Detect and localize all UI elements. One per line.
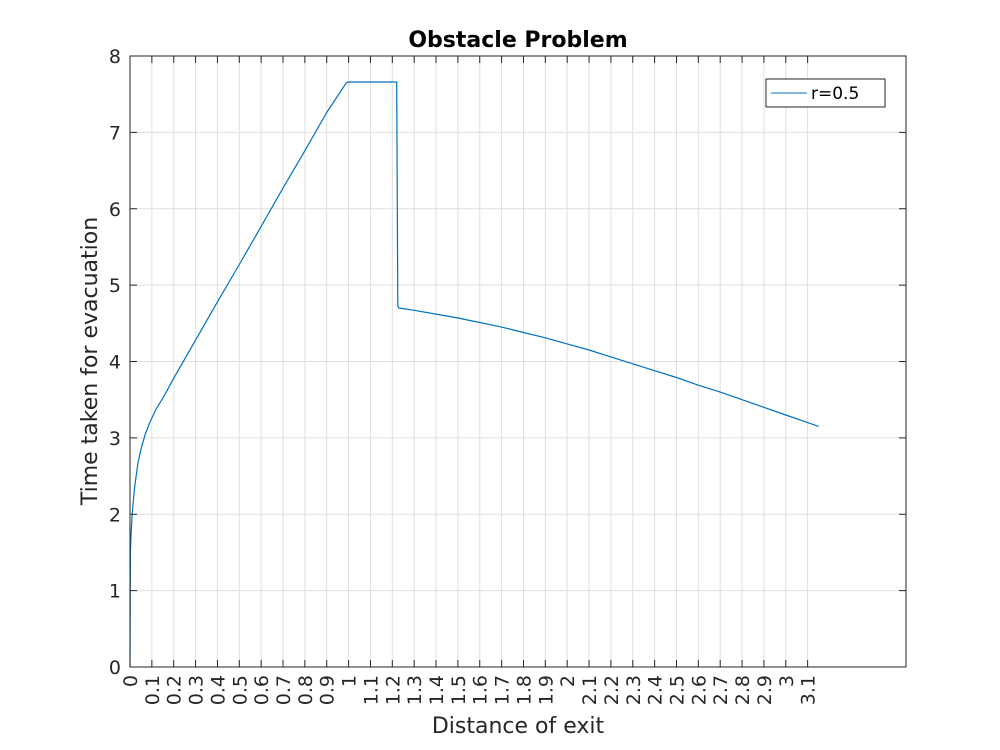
x-tick-label: 1.8 [513, 675, 535, 705]
x-tick-label: 0 [120, 675, 142, 687]
y-tick-label: 2 [109, 504, 121, 526]
x-tick-label: 1.1 [360, 675, 382, 705]
x-tick-label: 2.7 [710, 675, 732, 705]
x-tick-label: 0.5 [229, 675, 251, 705]
ticks: 0 0.1 0.2 0.3 0.4 0.5 0.6 0.7 0.8 0.9 1 1.1 1.2 1.3 1.… [109, 46, 906, 705]
x-tick-label: 1.6 [470, 675, 492, 705]
x-tick-label: 2.1 [579, 675, 601, 705]
x-tick-label: 2.4 [645, 675, 667, 705]
y-tick-label: 3 [109, 428, 121, 450]
x-tick-label: 3.1 [798, 675, 820, 705]
x-tick-label: 0.1 [142, 675, 164, 705]
x-tick-label: 3 [776, 675, 798, 687]
y-tick-label: 8 [109, 46, 121, 68]
x-tick-label: 2 [557, 675, 579, 687]
x-tick-label: 0.2 [164, 675, 186, 705]
x-tick-label: 0.7 [273, 675, 295, 705]
x-tick-label: 2.6 [688, 675, 710, 705]
x-tick-label: 0.3 [186, 675, 208, 705]
x-tick-label: 1.4 [426, 675, 448, 705]
chart-title: Obstacle Problem [408, 28, 627, 53]
x-tick-label: 2.3 [623, 675, 645, 705]
series-layer [129, 81, 819, 668]
x-axis-label: Distance of exit [432, 714, 605, 739]
y-tick-label: 1 [109, 581, 121, 603]
legend: r=0.5 [765, 78, 886, 108]
x-tick-label: 1.2 [382, 675, 404, 705]
y-tick-label: 5 [109, 275, 121, 297]
x-tick-label: 1.5 [448, 675, 470, 705]
grid [130, 56, 906, 667]
y-tick-label: 0 [109, 657, 121, 679]
x-tick-label: 0.9 [317, 675, 339, 705]
legend-label-r-0-5: r=0.5 [811, 84, 859, 104]
x-tick-label: 2.8 [732, 675, 754, 705]
x-tick-label: 2.2 [601, 675, 623, 705]
x-tick-label: 2.9 [754, 675, 776, 705]
y-tick-label: 4 [109, 352, 121, 374]
x-tick-label: 0.6 [251, 675, 273, 705]
y-tick-label: 7 [109, 122, 121, 144]
x-tick-label: 2.5 [666, 675, 688, 705]
x-tick-label: 1 [339, 675, 361, 687]
x-tick-label: 0.8 [295, 675, 317, 705]
series-line-r-0-5 [129, 81, 819, 668]
x-tick-label: 1.9 [535, 675, 557, 705]
x-tick-label: 0.4 [207, 675, 229, 705]
y-axis-label: Time taken for evacuation [78, 217, 103, 506]
x-tick-label: 1.3 [404, 675, 426, 705]
y-tick-label: 6 [109, 199, 121, 221]
x-tick-label: 1.7 [492, 675, 514, 705]
